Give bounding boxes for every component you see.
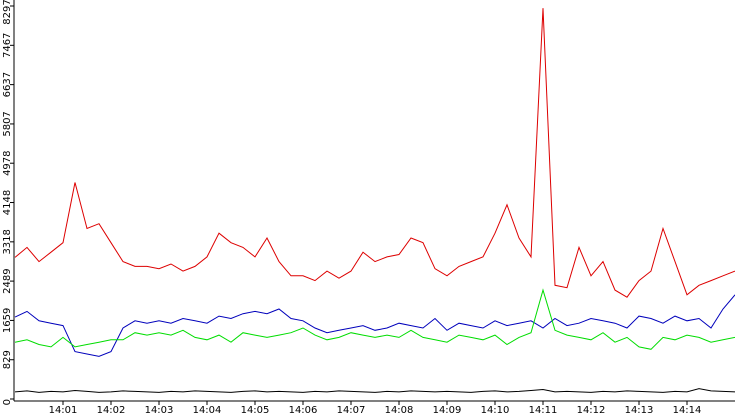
y-tick-label: 8297 bbox=[2, 0, 13, 25]
y-tick-label: 7467 bbox=[2, 33, 13, 58]
x-tick-label: 14:01 bbox=[49, 405, 78, 415]
x-tick-label: 14:02 bbox=[97, 405, 126, 415]
y-tick-label: 5807 bbox=[2, 111, 13, 136]
series-line bbox=[14, 388, 735, 393]
y-tick-label: 829 bbox=[2, 350, 13, 369]
y-tick-label: 6637 bbox=[2, 72, 13, 97]
series-line bbox=[14, 294, 735, 357]
x-tick-label: 14:12 bbox=[577, 405, 606, 415]
x-tick-label: 14:11 bbox=[529, 405, 558, 415]
y-tick-label: 1659 bbox=[2, 308, 13, 333]
x-tick-label: 14:14 bbox=[673, 405, 702, 415]
x-tick-label: 14:09 bbox=[433, 405, 462, 415]
x-tick-label: 14:05 bbox=[241, 405, 270, 415]
series-line bbox=[14, 8, 735, 298]
x-tick-label: 14:10 bbox=[481, 405, 510, 415]
x-tick-label: 14:06 bbox=[289, 405, 318, 415]
y-tick-label: 2489 bbox=[2, 268, 13, 293]
y-tick-label: 4148 bbox=[2, 190, 13, 215]
x-tick-label: 14:04 bbox=[193, 405, 222, 415]
x-tick-label: 14:13 bbox=[625, 405, 654, 415]
y-tick-label: 3318 bbox=[2, 229, 13, 254]
x-tick-label: 14:07 bbox=[337, 405, 366, 415]
y-tick-label: 0 bbox=[2, 399, 13, 405]
x-tick-label: 14:08 bbox=[385, 405, 414, 415]
y-tick-label: 4978 bbox=[2, 150, 13, 175]
x-tick-label: 14:03 bbox=[145, 405, 174, 415]
series-line bbox=[14, 288, 735, 350]
